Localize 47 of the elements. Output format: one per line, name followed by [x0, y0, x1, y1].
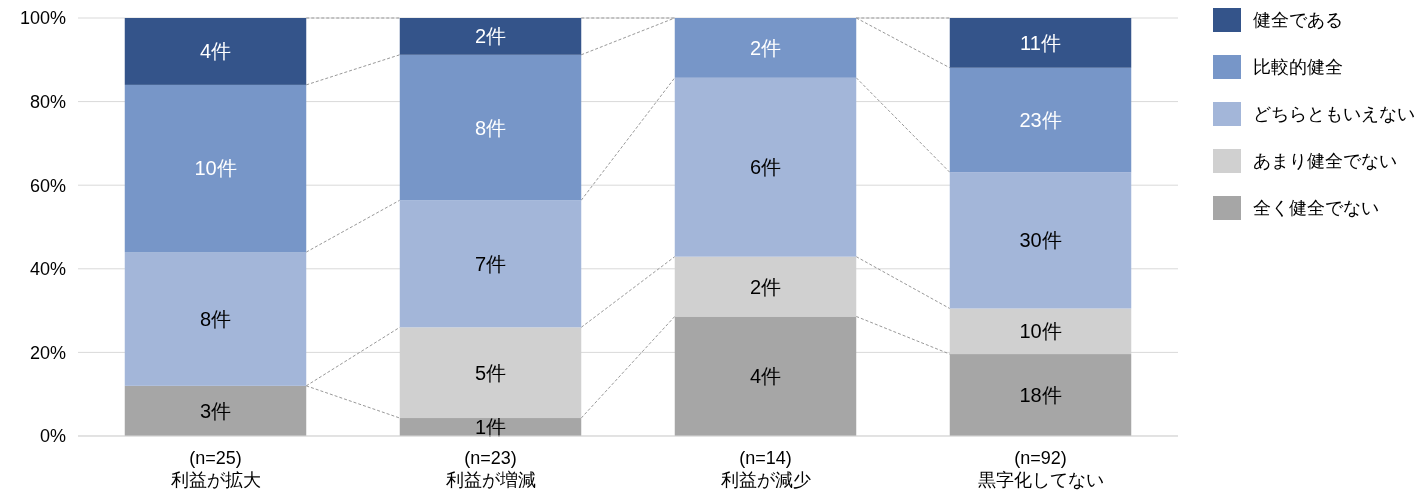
y-tick-label: 40%: [29, 259, 66, 280]
bar: [124, 84, 307, 253]
legend-label: 健全である: [1253, 10, 1343, 31]
annotation: 2件: [749, 275, 782, 298]
y-tick-label: 60%: [29, 175, 66, 196]
bar: [399, 54, 582, 201]
bar: [674, 316, 857, 436]
y-tick-label: 20%: [29, 342, 66, 363]
annotation: 4件: [199, 40, 232, 63]
bar: [674, 77, 857, 257]
annotation: 5件: [474, 361, 507, 384]
legend-label: どちらともいえない: [1253, 104, 1415, 125]
bar: [949, 67, 1132, 173]
x-tick-label: (n=92) 黒字化してない: [977, 448, 1104, 490]
annotation: 2件: [474, 25, 507, 48]
y-tick-label: 0%: [39, 426, 66, 447]
bar: [949, 18, 1132, 68]
annotation: 10件: [194, 157, 237, 180]
bar: [399, 200, 582, 328]
annotation: 23件: [1019, 108, 1062, 131]
annotation: 30件: [1019, 229, 1062, 252]
annotation: 4件: [749, 365, 782, 388]
bar: [949, 354, 1132, 436]
annotation: 8件: [199, 307, 232, 330]
bar: [124, 385, 307, 436]
y-tick-label: 80%: [29, 91, 66, 112]
bar: [399, 18, 582, 55]
legend-label: あまり健全でない: [1253, 151, 1397, 172]
annotation: 11件: [1020, 31, 1061, 54]
x-tick-label: (n=14) 利益が減少: [720, 448, 811, 490]
bar: [124, 18, 307, 85]
legend-label: 全く健全でない: [1253, 198, 1379, 219]
annotation: 8件: [474, 116, 507, 139]
x-tick-label: (n=23) 利益が増減: [445, 448, 536, 490]
legend-label: 比較的健全: [1253, 57, 1343, 78]
annotation: 18件: [1019, 384, 1062, 407]
annotation: 6件: [749, 156, 782, 179]
annotation: 3件: [199, 399, 232, 422]
bar: [949, 172, 1132, 309]
annotation: 1件: [474, 416, 507, 439]
bar: [674, 18, 857, 78]
x-tick-label: (n=25) 利益が拡大: [170, 448, 261, 490]
annotation: 7件: [474, 252, 507, 275]
y-tick-label: 100%: [19, 8, 66, 29]
bar: [124, 252, 307, 386]
annotation: 2件: [749, 36, 782, 59]
annotation: 10件: [1019, 320, 1062, 343]
